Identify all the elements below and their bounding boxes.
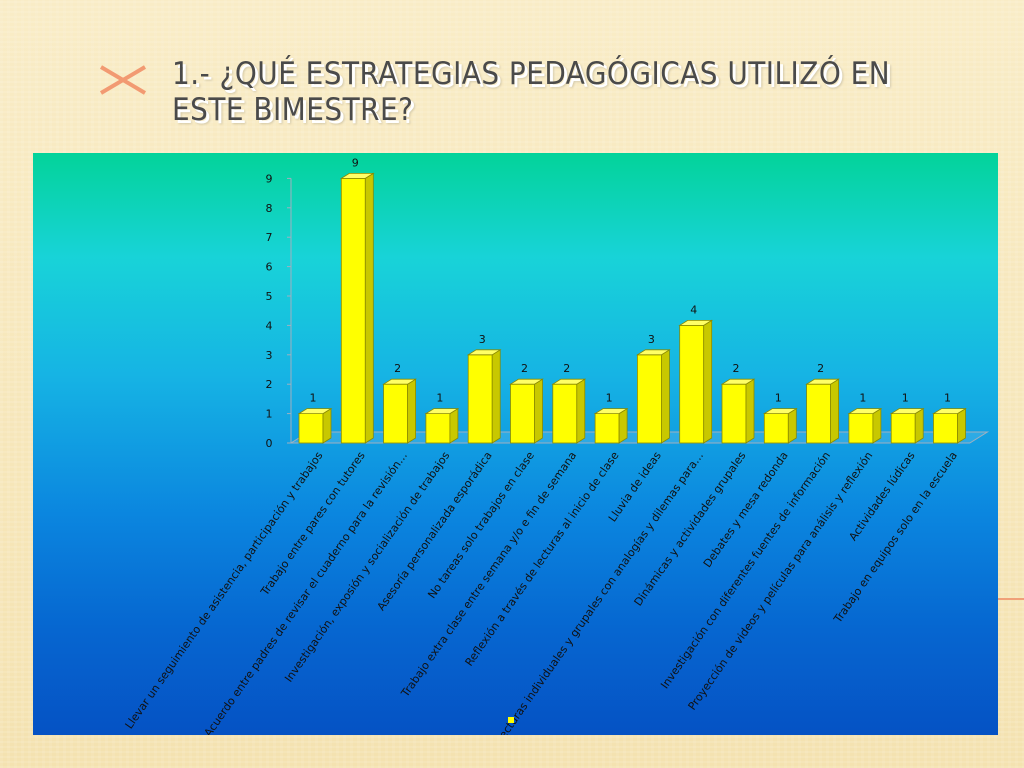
bar-top <box>889 408 925 415</box>
bar <box>637 354 662 444</box>
bar-side <box>745 378 755 444</box>
data-label: 3 <box>648 333 655 346</box>
y-tick-label: 1 <box>266 408 273 421</box>
bar-side <box>703 319 713 444</box>
x-tick-label: Acuerdo entre padres de revisar el cuade… <box>202 449 410 735</box>
data-label: 1 <box>436 392 443 405</box>
bar-top <box>551 378 587 385</box>
y-tick-label: 5 <box>266 290 273 303</box>
data-label: 2 <box>563 362 570 375</box>
data-label: 4 <box>690 303 697 316</box>
bar <box>340 177 366 444</box>
bar-side <box>407 378 417 444</box>
data-label: 1 <box>859 392 866 405</box>
bar-top <box>847 408 883 415</box>
data-label: 1 <box>902 392 909 405</box>
bar-side <box>491 349 501 444</box>
bar-side <box>661 349 670 444</box>
bar-side <box>872 407 882 444</box>
bar-top <box>678 319 714 326</box>
data-label: 3 <box>479 333 486 346</box>
data-label: 2 <box>394 362 401 375</box>
y-tick-label: 4 <box>266 319 273 332</box>
x-tick-label: Debates y mesa redonda <box>701 449 791 570</box>
bar <box>848 413 874 444</box>
bar-top <box>382 378 417 385</box>
chart-area: 0 1 2 3 4 5 6 7 8 9 1 9 2 1 3 2 2 1 3 4 2 1 2 1 1 1 Llevar un segu… <box>33 153 998 735</box>
y-tick-label: 0 <box>266 437 273 450</box>
decorative-x-icon <box>99 65 147 95</box>
bar-top <box>424 408 460 415</box>
bar-side <box>957 407 966 444</box>
data-label: 1 <box>310 392 317 405</box>
x-tick-label: Reflexión a través de lecturas al inicio… <box>463 449 622 669</box>
data-label: 9 <box>352 156 359 169</box>
bar-side <box>576 378 586 444</box>
data-label: 1 <box>944 392 951 405</box>
bar-chart: 0 1 2 3 4 5 6 7 8 9 1 9 2 1 3 2 2 1 3 4 2 1 2 1 1 1 Llevar un segu… <box>123 156 990 735</box>
bar-side <box>618 407 628 444</box>
data-label: 2 <box>817 362 824 375</box>
bar-top <box>636 349 671 356</box>
bar-side <box>830 378 839 444</box>
data-label: 2 <box>521 362 528 375</box>
bar <box>383 383 409 444</box>
bar-top <box>593 408 629 415</box>
data-label: 1 <box>606 392 613 405</box>
y-tick-label: 9 <box>266 172 273 185</box>
y-tick-label: 3 <box>266 349 273 362</box>
decorative-line <box>996 598 1024 600</box>
bar-top <box>466 349 502 356</box>
bar <box>806 383 831 444</box>
bar <box>467 354 493 444</box>
bar-top <box>762 408 798 415</box>
y-tick-label: 2 <box>266 378 273 391</box>
bar <box>552 383 578 444</box>
bar <box>510 383 535 444</box>
x-tick-label: Investigación, exposión y socialización … <box>282 449 452 685</box>
bar <box>425 413 451 444</box>
slide-title: 1.- ¿Qué estrategias pedagógicas utilizó… <box>172 56 891 128</box>
bar-top <box>509 378 544 385</box>
y-tick-label: 7 <box>266 231 273 244</box>
bar <box>721 383 747 444</box>
bar <box>298 413 324 444</box>
bar-side <box>787 407 797 444</box>
bar-side <box>914 407 924 444</box>
bar-top <box>805 378 840 385</box>
bar <box>763 413 789 444</box>
data-label: 1 <box>775 392 782 405</box>
bar <box>679 324 705 444</box>
bar-side <box>364 172 374 444</box>
bar-top <box>720 378 756 385</box>
y-tick-label: 8 <box>266 202 273 215</box>
bar-top <box>339 172 375 179</box>
x-tick-label: Llevar un seguimiento de asistencia, par… <box>123 449 326 731</box>
bar-side <box>322 407 332 444</box>
y-tick-label: 6 <box>266 261 273 274</box>
bar-side <box>449 407 459 444</box>
bar <box>933 413 958 444</box>
bar <box>594 413 620 444</box>
data-label: 2 <box>733 362 740 375</box>
bar-top <box>297 408 333 415</box>
legend-marker <box>508 717 514 723</box>
bar <box>890 413 916 444</box>
bar-top <box>932 408 967 415</box>
bar-side <box>534 378 543 444</box>
